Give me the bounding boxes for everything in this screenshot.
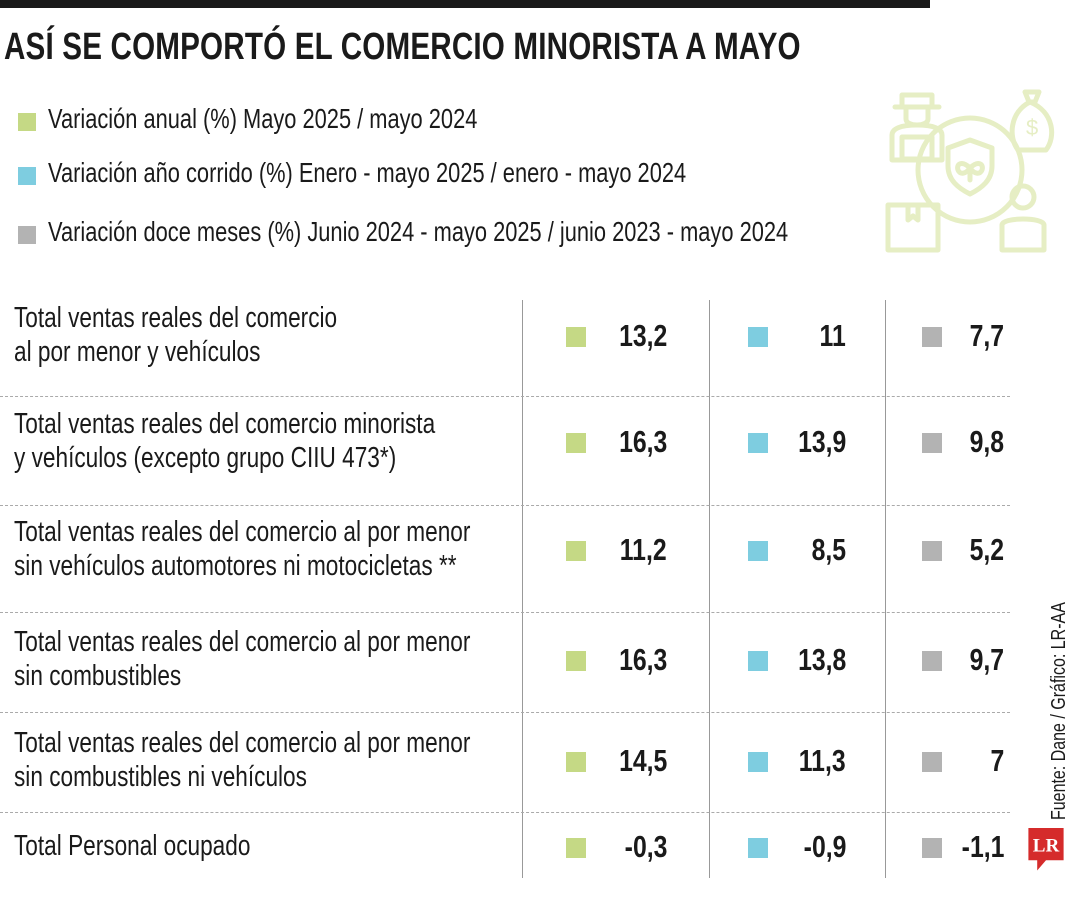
- value: 13,9: [797, 424, 846, 459]
- value: 9,7: [969, 642, 1004, 677]
- row-label-line: sin combustibles ni vehículos: [14, 761, 307, 793]
- value: -0,9: [803, 829, 846, 864]
- legend-label: Variación doce meses (%) Junio 2024 - ma…: [48, 216, 789, 247]
- top-bar: [0, 0, 930, 8]
- column-divider: [709, 300, 710, 878]
- value: 7,7: [969, 318, 1004, 353]
- svg-text:$: $: [1026, 115, 1038, 140]
- value: 9,8: [969, 424, 1004, 459]
- value: -0,3: [624, 829, 667, 864]
- row-label-line: Total Personal ocupado: [14, 830, 251, 862]
- series-swatch: [566, 838, 586, 858]
- svg-text:LR: LR: [1033, 835, 1060, 856]
- value: 14,5: [618, 743, 667, 778]
- column-divider: [522, 300, 523, 878]
- row-label: Total ventas reales del comercio al por …: [14, 625, 599, 693]
- series-swatch: [922, 838, 942, 858]
- legend-swatch: [18, 113, 36, 131]
- row-separator: [0, 505, 1010, 506]
- column-divider: [885, 300, 886, 878]
- value: 16,3: [618, 424, 667, 459]
- row-label-line: y vehículos (excepto grupo CIIU 473*): [14, 442, 397, 474]
- value: 16,3: [618, 642, 667, 677]
- row-label-line: Total ventas reales del comercio: [14, 302, 338, 334]
- row-separator: [0, 396, 1010, 397]
- row-label: Total ventas reales del comercio al por …: [14, 726, 599, 794]
- series-swatch: [566, 433, 586, 453]
- commerce-network-icon: $: [885, 89, 1055, 253]
- series-swatch: [748, 651, 768, 671]
- legend-label: Variación año corrido (%) Enero - mayo 2…: [48, 157, 687, 188]
- series-swatch: [748, 752, 768, 772]
- series-swatch: [748, 327, 768, 347]
- series-swatch: [566, 651, 586, 671]
- lr-logo-icon: LR: [1028, 828, 1064, 871]
- row-separator: [0, 812, 1010, 813]
- value: 5,2: [969, 532, 1004, 567]
- value: 13,8: [797, 642, 846, 677]
- row-label-line: sin vehículos automotores ni motocicleta…: [14, 550, 457, 582]
- legend-swatch: [18, 226, 36, 244]
- series-swatch: [566, 327, 586, 347]
- row-label-line: al por menor y vehículos: [14, 336, 261, 368]
- value: 11,2: [620, 532, 667, 567]
- row-label-line: Total ventas reales del comercio al por …: [14, 516, 471, 548]
- row-label: Total Personal ocupado: [14, 829, 317, 863]
- series-swatch: [566, 541, 586, 561]
- value: 8,5: [811, 532, 846, 567]
- value: 11: [819, 318, 846, 353]
- series-swatch: [922, 541, 942, 561]
- value: 13,2: [618, 318, 667, 353]
- row-label-line: Total ventas reales del comercio al por …: [14, 626, 471, 658]
- series-swatch: [566, 752, 586, 772]
- row-label: Total ventas reales del comercio minoris…: [14, 407, 554, 475]
- series-swatch: [922, 651, 942, 671]
- row-label: Total ventas reales del comercio al por m…: [14, 301, 428, 369]
- series-swatch: [922, 433, 942, 453]
- series-swatch: [748, 433, 768, 453]
- series-swatch: [922, 327, 942, 347]
- series-swatch: [922, 752, 942, 772]
- source-note: Fuente: Dane / Gráfico: LR-AA: [1048, 602, 1070, 820]
- row-label-line: sin combustibles: [14, 660, 182, 692]
- value: 11,3: [799, 743, 846, 778]
- row-label-line: Total ventas reales del comercio al por …: [14, 727, 471, 759]
- value: 7: [990, 743, 1004, 778]
- row-label-line: Total ventas reales del comercio minoris…: [14, 408, 436, 440]
- row-separator: [0, 612, 1010, 613]
- series-swatch: [748, 838, 768, 858]
- page-title: ASÍ SE COMPORTÓ EL COMERCIO MINORISTA A …: [4, 26, 801, 68]
- row-label: Total ventas reales del comercio al por …: [14, 515, 599, 583]
- value: -1,1: [961, 829, 1004, 864]
- legend-label: Variación anual (%) Mayo 2025 / mayo 202…: [48, 103, 478, 134]
- series-swatch: [748, 541, 768, 561]
- legend-swatch: [18, 167, 36, 185]
- row-separator: [0, 712, 1010, 713]
